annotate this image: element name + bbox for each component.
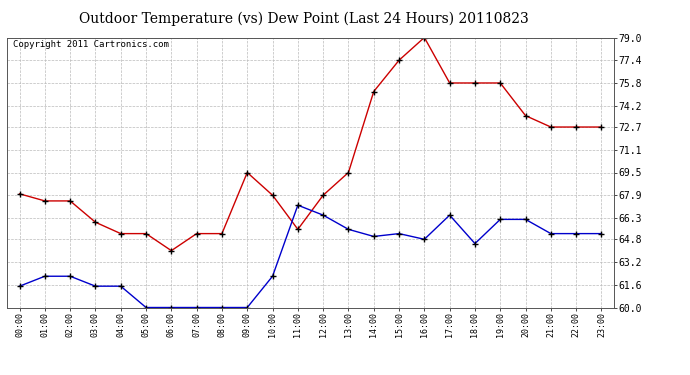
Text: Copyright 2011 Cartronics.com: Copyright 2011 Cartronics.com — [13, 40, 169, 49]
Text: Outdoor Temperature (vs) Dew Point (Last 24 Hours) 20110823: Outdoor Temperature (vs) Dew Point (Last… — [79, 11, 529, 26]
